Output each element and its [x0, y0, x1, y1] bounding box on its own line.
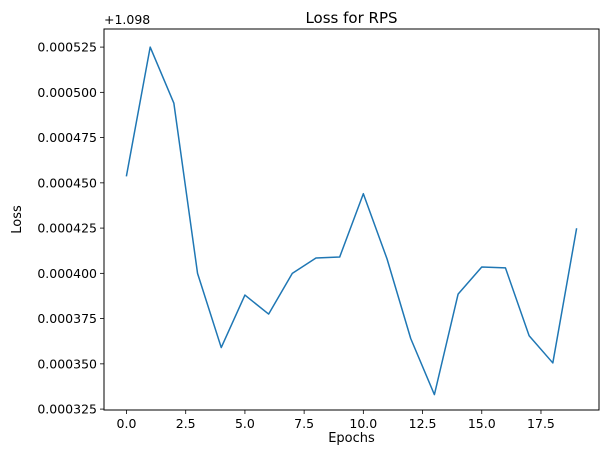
y-axis-ticks: 0.000325 0.000350 0.000375 0.000400 0.000425… [37, 40, 104, 417]
y-tick-label: 0.000375 [37, 311, 97, 326]
x-axis-ticks: 0.0 2.5 5.0 7.5 10.0 12.5 15.0 17.5 [117, 410, 555, 431]
x-tick-label: 10.0 [349, 416, 377, 431]
x-tick-label: 2.5 [176, 416, 196, 431]
series-line-0 [125, 46, 578, 396]
y-tick-label: 0.000425 [37, 221, 97, 236]
y-tick-label: 0.000325 [37, 402, 97, 417]
y-tick-label: 0.000525 [37, 40, 97, 55]
x-axis-label: Epochs [328, 431, 375, 446]
y-axis-offset-label: +1.098 [104, 12, 150, 27]
y-tick-label: 0.000400 [37, 266, 97, 281]
x-tick-label: 12.5 [409, 416, 437, 431]
x-tick-label: 15.0 [468, 416, 496, 431]
y-tick-label: 0.000350 [37, 356, 97, 371]
series-lines [125, 46, 578, 396]
x-tick-label: 17.5 [527, 416, 555, 431]
y-tick-label: 0.000450 [37, 175, 97, 190]
x-tick-label: 5.0 [235, 416, 255, 431]
plot-background [104, 29, 599, 410]
y-tick-label: 0.000475 [37, 130, 97, 145]
y-tick-label: 0.000500 [37, 85, 97, 100]
chart-title: Loss for RPS [305, 9, 397, 27]
x-tick-label: 7.5 [294, 416, 314, 431]
x-tick-label: 0.0 [117, 416, 137, 431]
y-axis-label: Loss [10, 205, 25, 234]
plot-frame [103, 28, 600, 411]
